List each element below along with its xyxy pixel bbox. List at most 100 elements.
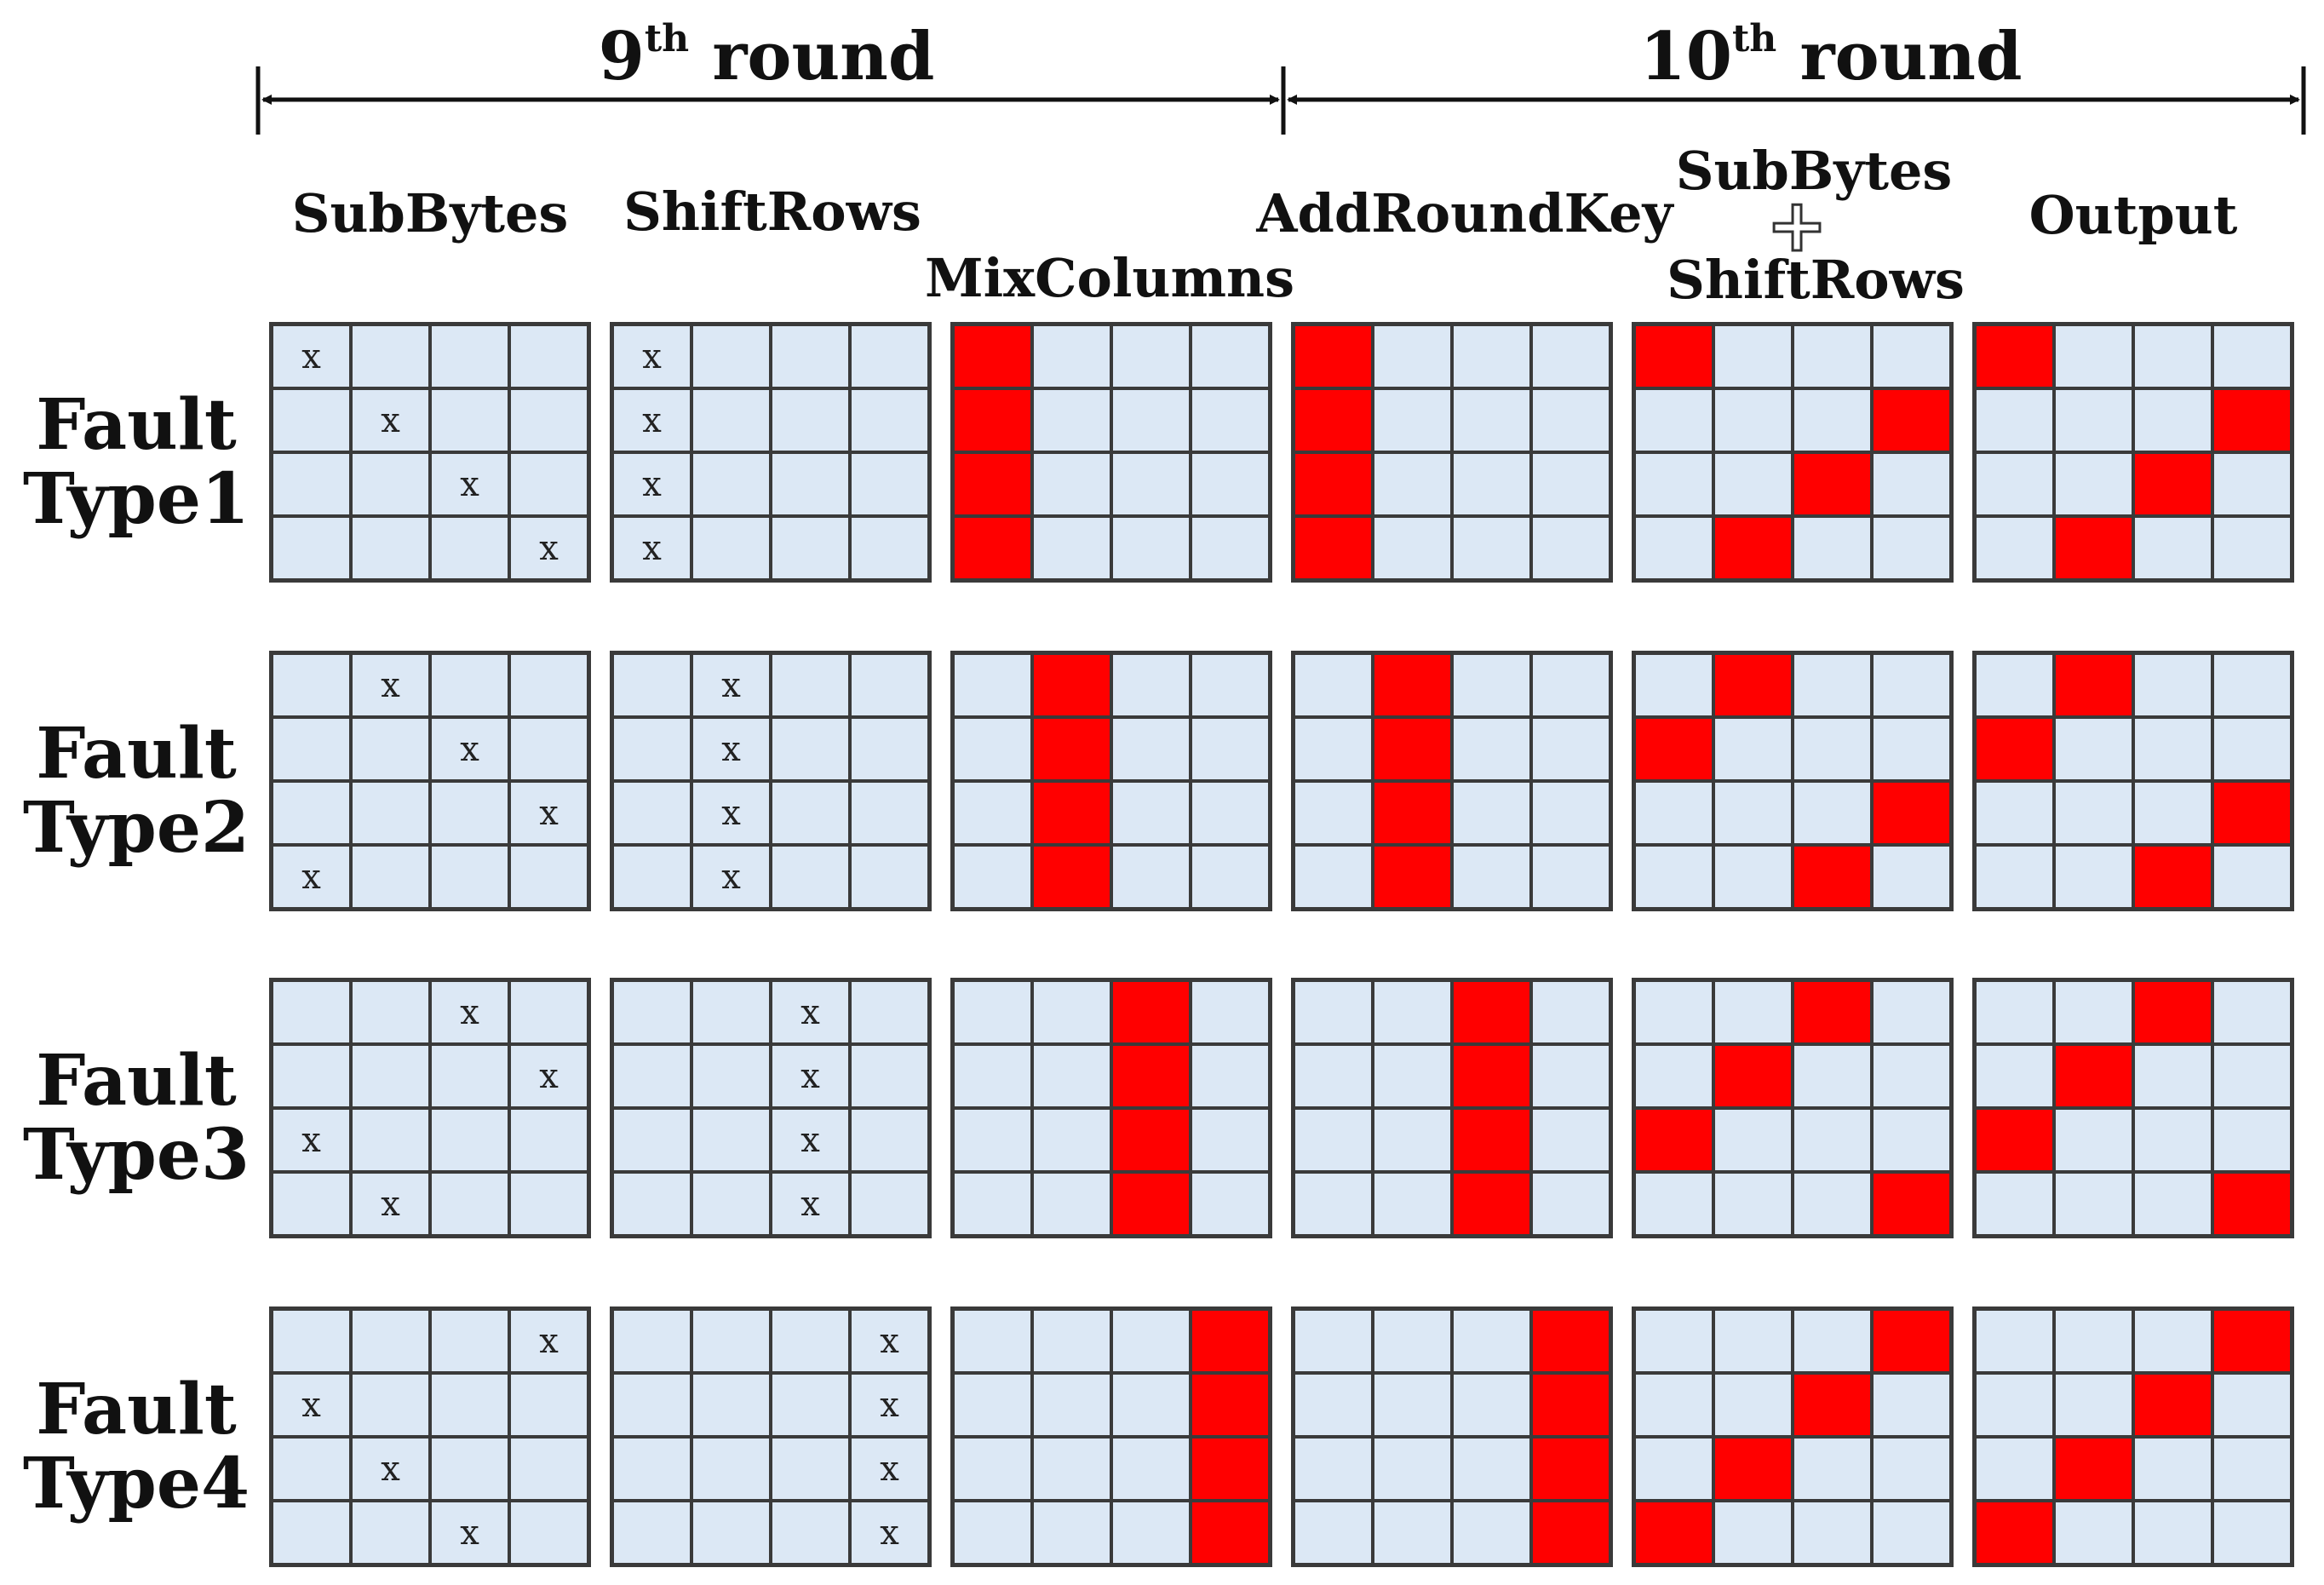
state-byte-cell — [850, 324, 929, 388]
state-byte-cell — [1452, 1373, 1531, 1437]
state-byte-cell — [1975, 1373, 2054, 1437]
state-byte-cell — [1713, 1373, 1793, 1437]
fault-marked-cell: x — [691, 845, 771, 909]
state-byte-cell — [1531, 980, 1610, 1044]
state-byte-cell — [1975, 516, 2054, 580]
fault-type-2-label: Fault Type2 — [17, 717, 255, 865]
state-byte-cell — [2054, 1172, 2133, 1236]
faulty-byte-cell — [2212, 1309, 2292, 1373]
matrix-fault-4-subbytes-shiftrows — [1632, 1306, 1954, 1567]
state-byte-cell — [1634, 980, 1713, 1044]
faulty-byte-cell — [1111, 1172, 1191, 1236]
fault-marked-cell: x — [691, 653, 771, 717]
faulty-byte-cell — [1872, 388, 1951, 452]
fault-marked-cell: x — [850, 1437, 929, 1501]
faulty-byte-cell — [953, 324, 1032, 388]
fault-type-4-label-top: Fault — [36, 1369, 237, 1450]
state-byte-cell — [509, 1108, 588, 1172]
state-byte-cell — [1111, 516, 1191, 580]
state-byte-cell — [850, 653, 929, 717]
state-byte-cell — [1872, 1044, 1951, 1108]
state-byte-cell — [850, 1044, 929, 1108]
state-byte-cell — [771, 1309, 850, 1373]
state-byte-cell — [1793, 781, 1872, 845]
fault-marked-cell: x — [771, 1044, 850, 1108]
state-byte-cell — [953, 1309, 1032, 1373]
state-byte-cell — [1872, 653, 1951, 717]
state-byte-cell — [1793, 653, 1872, 717]
fault-type-3-label: Fault Type3 — [17, 1044, 255, 1192]
state-byte-cell — [1713, 980, 1793, 1044]
state-byte-cell — [1713, 1501, 1793, 1565]
state-byte-cell — [1191, 452, 1270, 516]
state-byte-cell — [2054, 717, 2133, 781]
state-byte-cell — [1872, 1108, 1951, 1172]
faulty-byte-cell — [1634, 1108, 1713, 1172]
plus-icon: + — [1765, 183, 1828, 268]
state-byte-cell — [691, 1309, 771, 1373]
state-byte-cell — [2133, 1172, 2212, 1236]
state-byte-cell — [612, 980, 691, 1044]
state-byte-cell — [272, 980, 351, 1044]
state-byte-cell — [953, 980, 1032, 1044]
state-byte-cell — [1975, 1044, 2054, 1108]
faulty-byte-cell — [1713, 1437, 1793, 1501]
state-byte-cell — [1373, 1437, 1452, 1501]
faulty-byte-cell — [1452, 980, 1531, 1044]
faulty-byte-cell — [1452, 1172, 1531, 1236]
state-byte-cell — [1032, 1309, 1111, 1373]
faulty-byte-cell — [1713, 1044, 1793, 1108]
state-byte-cell — [351, 1108, 430, 1172]
state-byte-cell — [2054, 388, 2133, 452]
state-byte-cell — [1294, 1172, 1373, 1236]
state-byte-cell — [1373, 324, 1452, 388]
faulty-byte-cell — [953, 388, 1032, 452]
state-byte-cell — [430, 1044, 509, 1108]
state-byte-cell — [1373, 1044, 1452, 1108]
round-9-suffix: th — [644, 17, 690, 60]
state-byte-cell — [612, 1108, 691, 1172]
state-byte-cell — [2133, 1044, 2212, 1108]
state-byte-cell — [1531, 1172, 1610, 1236]
state-byte-cell — [691, 980, 771, 1044]
state-byte-cell — [612, 717, 691, 781]
state-byte-cell — [509, 324, 588, 388]
state-byte-cell — [850, 1172, 929, 1236]
state-byte-cell — [1634, 1373, 1713, 1437]
state-byte-cell — [2133, 1309, 2212, 1373]
round-10-word: round — [1799, 18, 2023, 95]
fault-marked-cell: x — [351, 388, 430, 452]
state-byte-cell — [2054, 1373, 2133, 1437]
fault-marked-cell: x — [272, 1108, 351, 1172]
state-byte-cell — [771, 781, 850, 845]
faulty-byte-cell — [1373, 845, 1452, 909]
state-byte-cell — [1373, 1309, 1452, 1373]
state-byte-cell — [612, 1309, 691, 1373]
faulty-byte-cell — [2054, 1044, 2133, 1108]
faulty-byte-cell — [1975, 324, 2054, 388]
state-byte-cell — [2133, 1108, 2212, 1172]
state-byte-cell — [272, 388, 351, 452]
state-byte-cell — [1294, 717, 1373, 781]
state-byte-cell — [509, 388, 588, 452]
col-label-addroundkey: AddRoundKey — [1256, 182, 1673, 244]
faulty-byte-cell — [1452, 1044, 1531, 1108]
state-byte-cell — [1793, 1172, 1872, 1236]
state-byte-cell — [1634, 516, 1713, 580]
faulty-byte-cell — [1294, 324, 1373, 388]
state-byte-cell — [691, 516, 771, 580]
fault-marked-cell: x — [612, 452, 691, 516]
state-byte-cell — [272, 516, 351, 580]
state-byte-cell — [771, 516, 850, 580]
state-byte-cell — [1531, 653, 1610, 717]
state-byte-cell — [691, 1044, 771, 1108]
state-byte-cell — [1872, 452, 1951, 516]
state-byte-cell — [1793, 324, 1872, 388]
faulty-byte-cell — [1373, 717, 1452, 781]
state-byte-cell — [953, 1108, 1032, 1172]
state-byte-cell — [1032, 324, 1111, 388]
